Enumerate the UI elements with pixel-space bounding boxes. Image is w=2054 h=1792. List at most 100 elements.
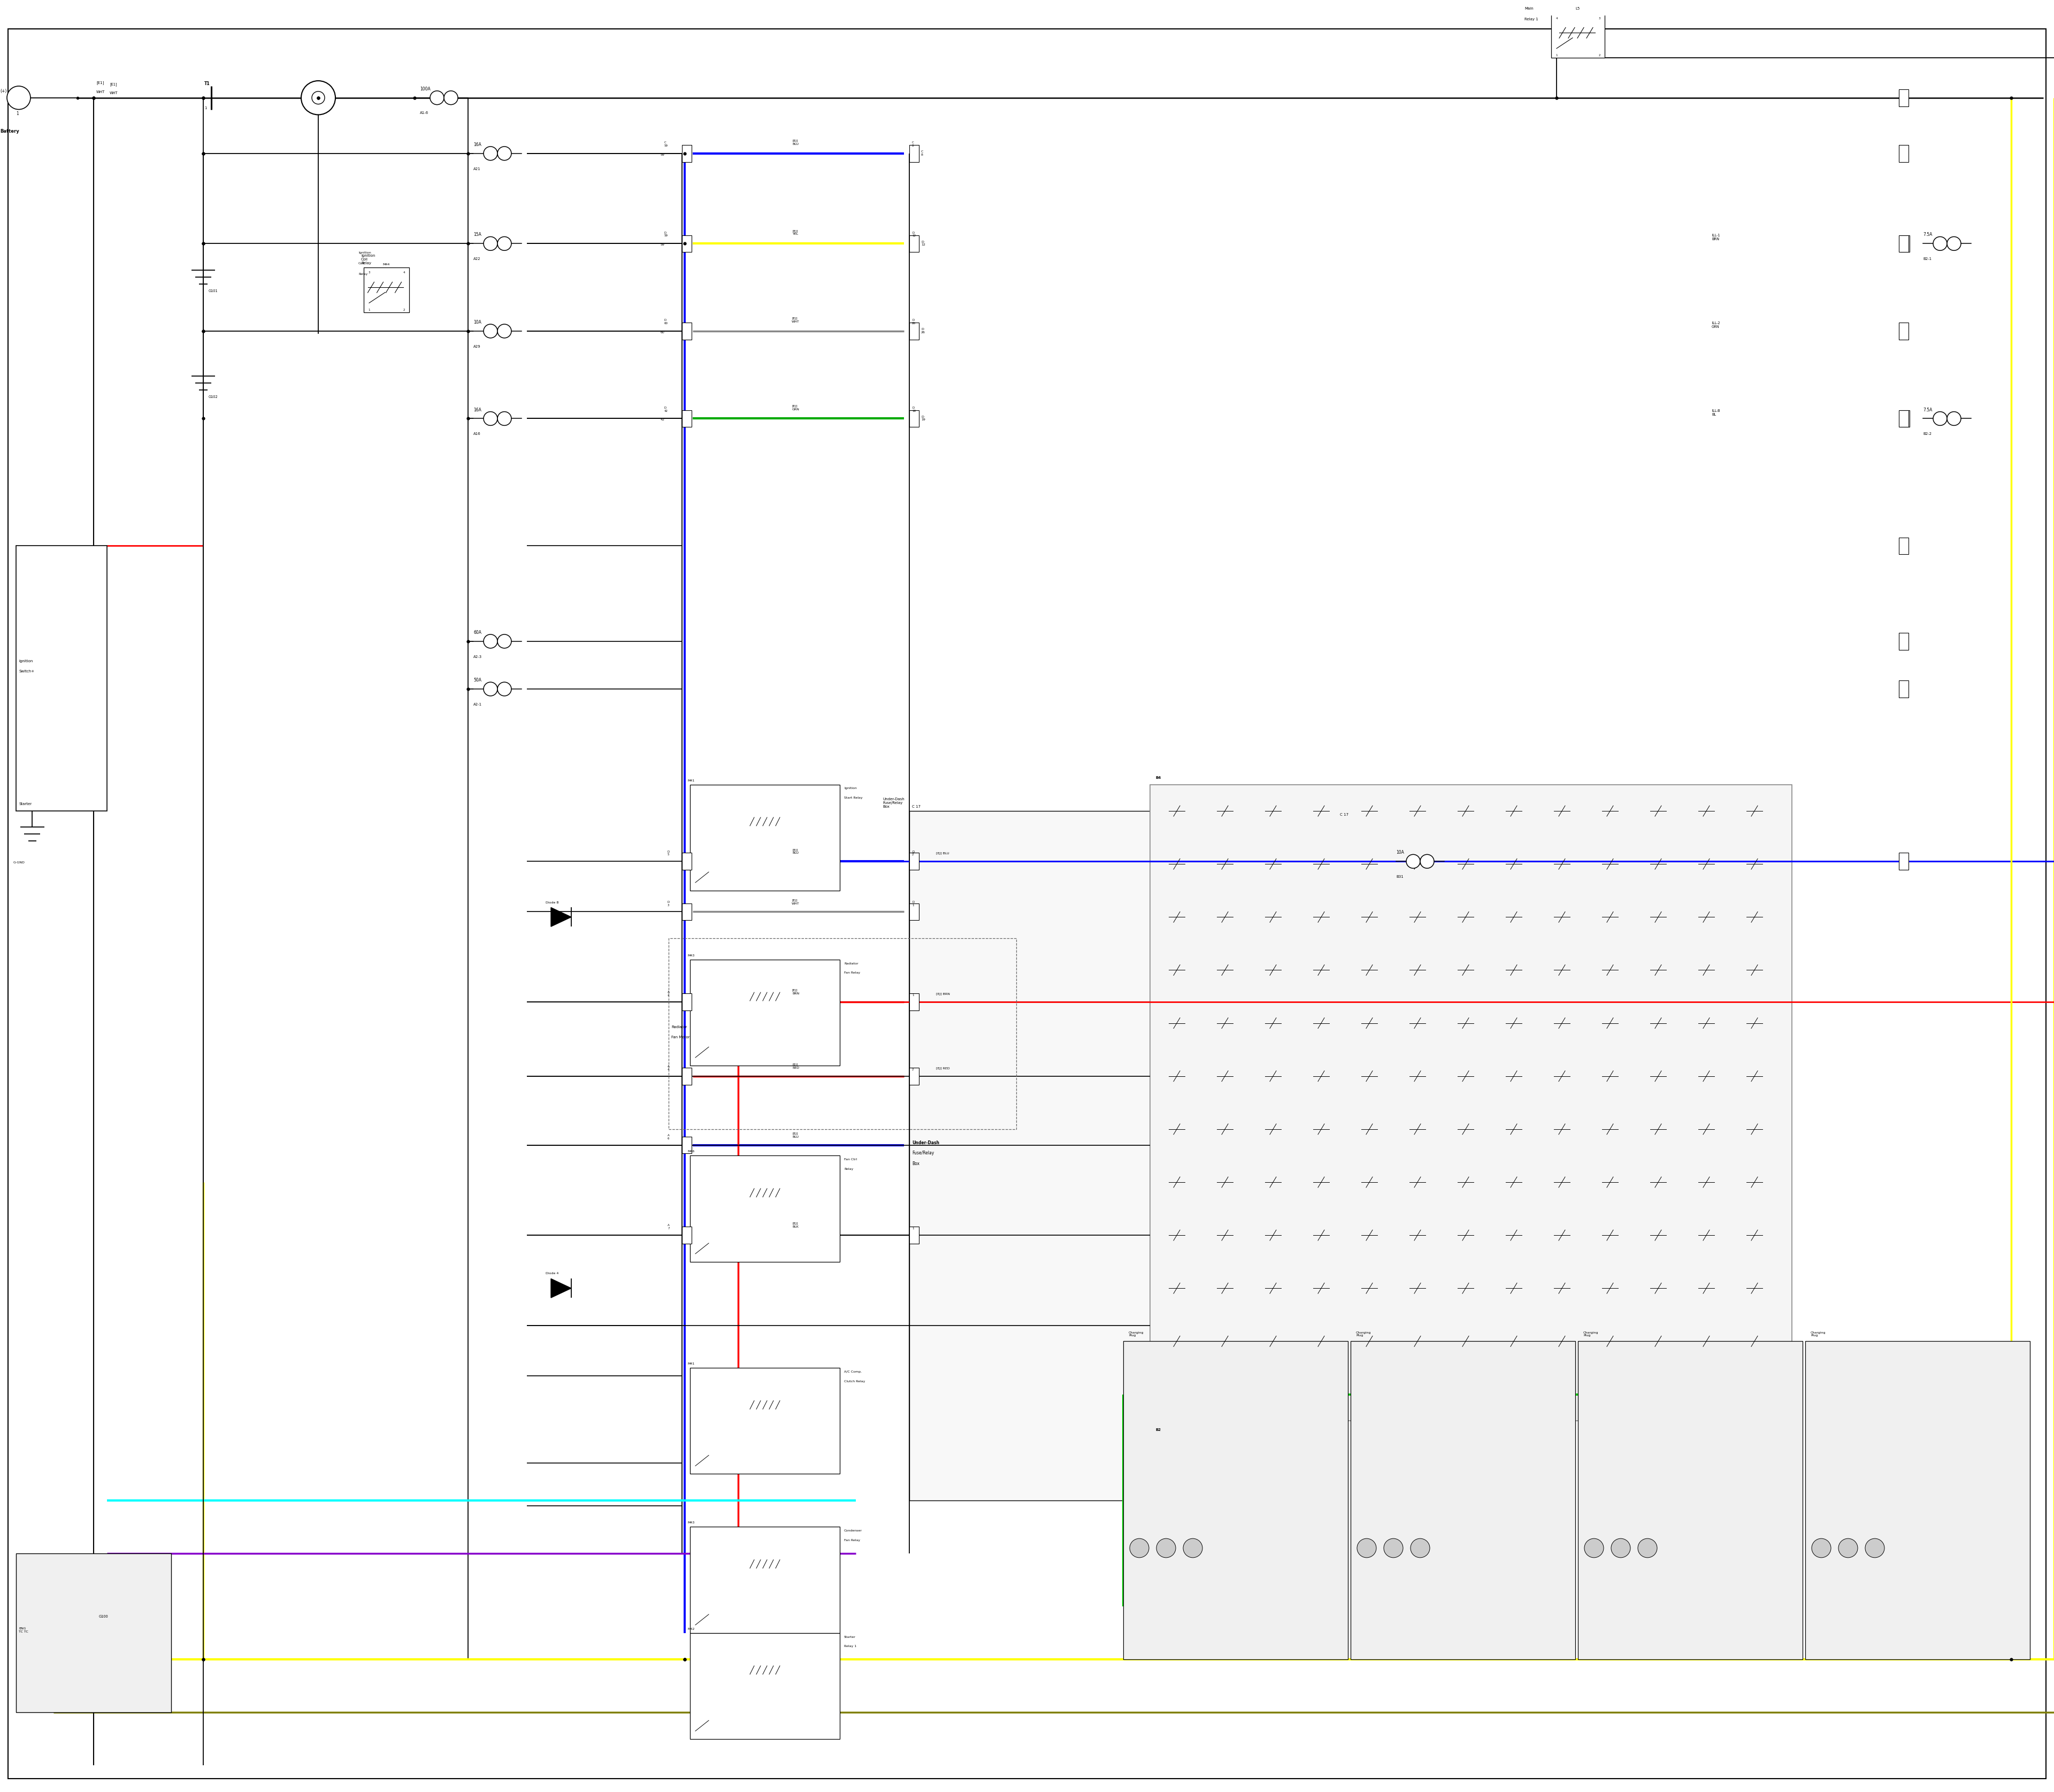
- Bar: [910, 410, 918, 426]
- Bar: [910, 993, 918, 1011]
- Text: 10A: 10A: [1397, 849, 1405, 855]
- Text: Ignition: Ignition: [357, 251, 372, 254]
- Text: D
5: D 5: [668, 849, 670, 857]
- Text: M42: M42: [688, 1627, 694, 1631]
- Bar: [682, 1228, 692, 1244]
- Bar: [682, 853, 692, 869]
- Circle shape: [1933, 237, 1947, 251]
- Text: [EJ]
WHT: [EJ] WHT: [791, 317, 799, 323]
- Bar: [1150, 785, 1791, 1421]
- Text: Charging
Plug: Charging Plug: [1584, 1331, 1598, 1337]
- Text: Fan Relay: Fan Relay: [844, 971, 861, 975]
- Circle shape: [6, 86, 31, 109]
- Text: A2-3: A2-3: [472, 656, 483, 658]
- Circle shape: [497, 683, 511, 695]
- Text: B2: B2: [1154, 1428, 1161, 1432]
- Circle shape: [1637, 1539, 1658, 1557]
- Text: 1: 1: [16, 111, 18, 116]
- Text: Fan Relay: Fan Relay: [844, 1539, 861, 1541]
- Text: ENG
TC TC: ENG TC TC: [18, 1627, 29, 1633]
- Text: [EJ] BLU: [EJ] BLU: [937, 853, 949, 855]
- Text: 42: 42: [661, 419, 665, 421]
- Text: Ignition: Ignition: [18, 659, 33, 663]
- Bar: [1898, 323, 1908, 339]
- Text: D
60: D 60: [663, 319, 668, 324]
- Text: WHT: WHT: [97, 90, 105, 93]
- Text: C 17: C 17: [912, 805, 920, 808]
- Bar: [910, 235, 918, 253]
- Bar: [364, 267, 409, 312]
- Text: Main: Main: [1524, 7, 1534, 11]
- Text: D
59: D 59: [663, 231, 668, 237]
- Text: M41: M41: [688, 780, 694, 781]
- Text: [EJ]
WHT: [EJ] WHT: [791, 900, 799, 905]
- Text: 60: 60: [661, 332, 665, 333]
- Text: [EJ]
BLU: [EJ] BLU: [793, 1133, 799, 1138]
- Bar: [1898, 145, 1908, 161]
- Bar: [682, 993, 692, 1011]
- Bar: [1898, 90, 1908, 106]
- Text: T1: T1: [203, 81, 210, 86]
- Circle shape: [1584, 1539, 1604, 1557]
- Text: Under-Dash
Fuse/Relay
Box: Under-Dash Fuse/Relay Box: [883, 797, 904, 808]
- Text: Charging
Plug: Charging Plug: [1812, 1331, 1826, 1337]
- Text: G100: G100: [99, 1615, 109, 1618]
- Circle shape: [483, 634, 497, 649]
- Circle shape: [483, 324, 497, 339]
- Bar: [1898, 538, 1908, 554]
- Bar: [910, 812, 1337, 1500]
- Text: A16: A16: [472, 432, 481, 435]
- Text: [EJ]
RED: [EJ] RED: [793, 1063, 799, 1070]
- Circle shape: [1812, 1539, 1830, 1557]
- Circle shape: [497, 412, 511, 425]
- Text: Radiator: Radiator: [672, 1025, 686, 1029]
- Text: Charging
Plug: Charging Plug: [1356, 1331, 1372, 1337]
- Bar: [1124, 1340, 1347, 1659]
- Text: [E1]: [E1]: [97, 81, 105, 84]
- Text: 7.5A: 7.5A: [1923, 233, 1933, 237]
- Text: A21: A21: [472, 167, 481, 170]
- Circle shape: [1130, 1539, 1148, 1557]
- Text: [EJ]
BLU: [EJ] BLU: [793, 140, 799, 145]
- Text: 50A: 50A: [472, 677, 481, 683]
- Circle shape: [444, 91, 458, 104]
- Circle shape: [497, 147, 511, 159]
- Bar: [682, 145, 692, 161]
- Circle shape: [483, 237, 497, 251]
- Text: (+): (+): [0, 88, 6, 93]
- Circle shape: [1419, 855, 1434, 869]
- Bar: [682, 1136, 692, 1154]
- Text: C
59: C 59: [663, 142, 668, 147]
- Text: Fuse/Relay: Fuse/Relay: [912, 1150, 935, 1156]
- Text: Diode B: Diode B: [546, 901, 559, 903]
- Bar: [16, 1554, 170, 1713]
- Text: Starter: Starter: [18, 803, 31, 806]
- Circle shape: [1865, 1539, 1884, 1557]
- Text: [EJ]
BRN: [EJ] BRN: [793, 989, 799, 995]
- Bar: [690, 1367, 840, 1473]
- Circle shape: [1947, 237, 1962, 251]
- Text: Relay: Relay: [357, 272, 368, 276]
- Text: 59: 59: [661, 244, 665, 246]
- Text: [E1]: [E1]: [109, 82, 117, 86]
- Text: D
19: D 19: [920, 416, 924, 421]
- Circle shape: [497, 237, 511, 251]
- Bar: [910, 323, 918, 339]
- Circle shape: [497, 634, 511, 649]
- Circle shape: [312, 91, 325, 104]
- Bar: [670, 939, 1017, 1129]
- Text: M41: M41: [688, 1362, 694, 1366]
- Text: 100A: 100A: [419, 86, 431, 91]
- Circle shape: [1407, 855, 1419, 869]
- Bar: [690, 1156, 840, 1262]
- Polygon shape: [550, 907, 571, 926]
- Bar: [1900, 235, 1910, 253]
- Text: L5: L5: [1575, 7, 1580, 11]
- Bar: [1898, 410, 1908, 426]
- Text: Diode 4: Diode 4: [546, 1272, 559, 1274]
- Text: 60A: 60A: [472, 631, 481, 634]
- Circle shape: [1947, 412, 1962, 425]
- Text: D
26: D 26: [912, 319, 916, 324]
- Circle shape: [1610, 1539, 1631, 1557]
- Text: 16A: 16A: [472, 142, 481, 147]
